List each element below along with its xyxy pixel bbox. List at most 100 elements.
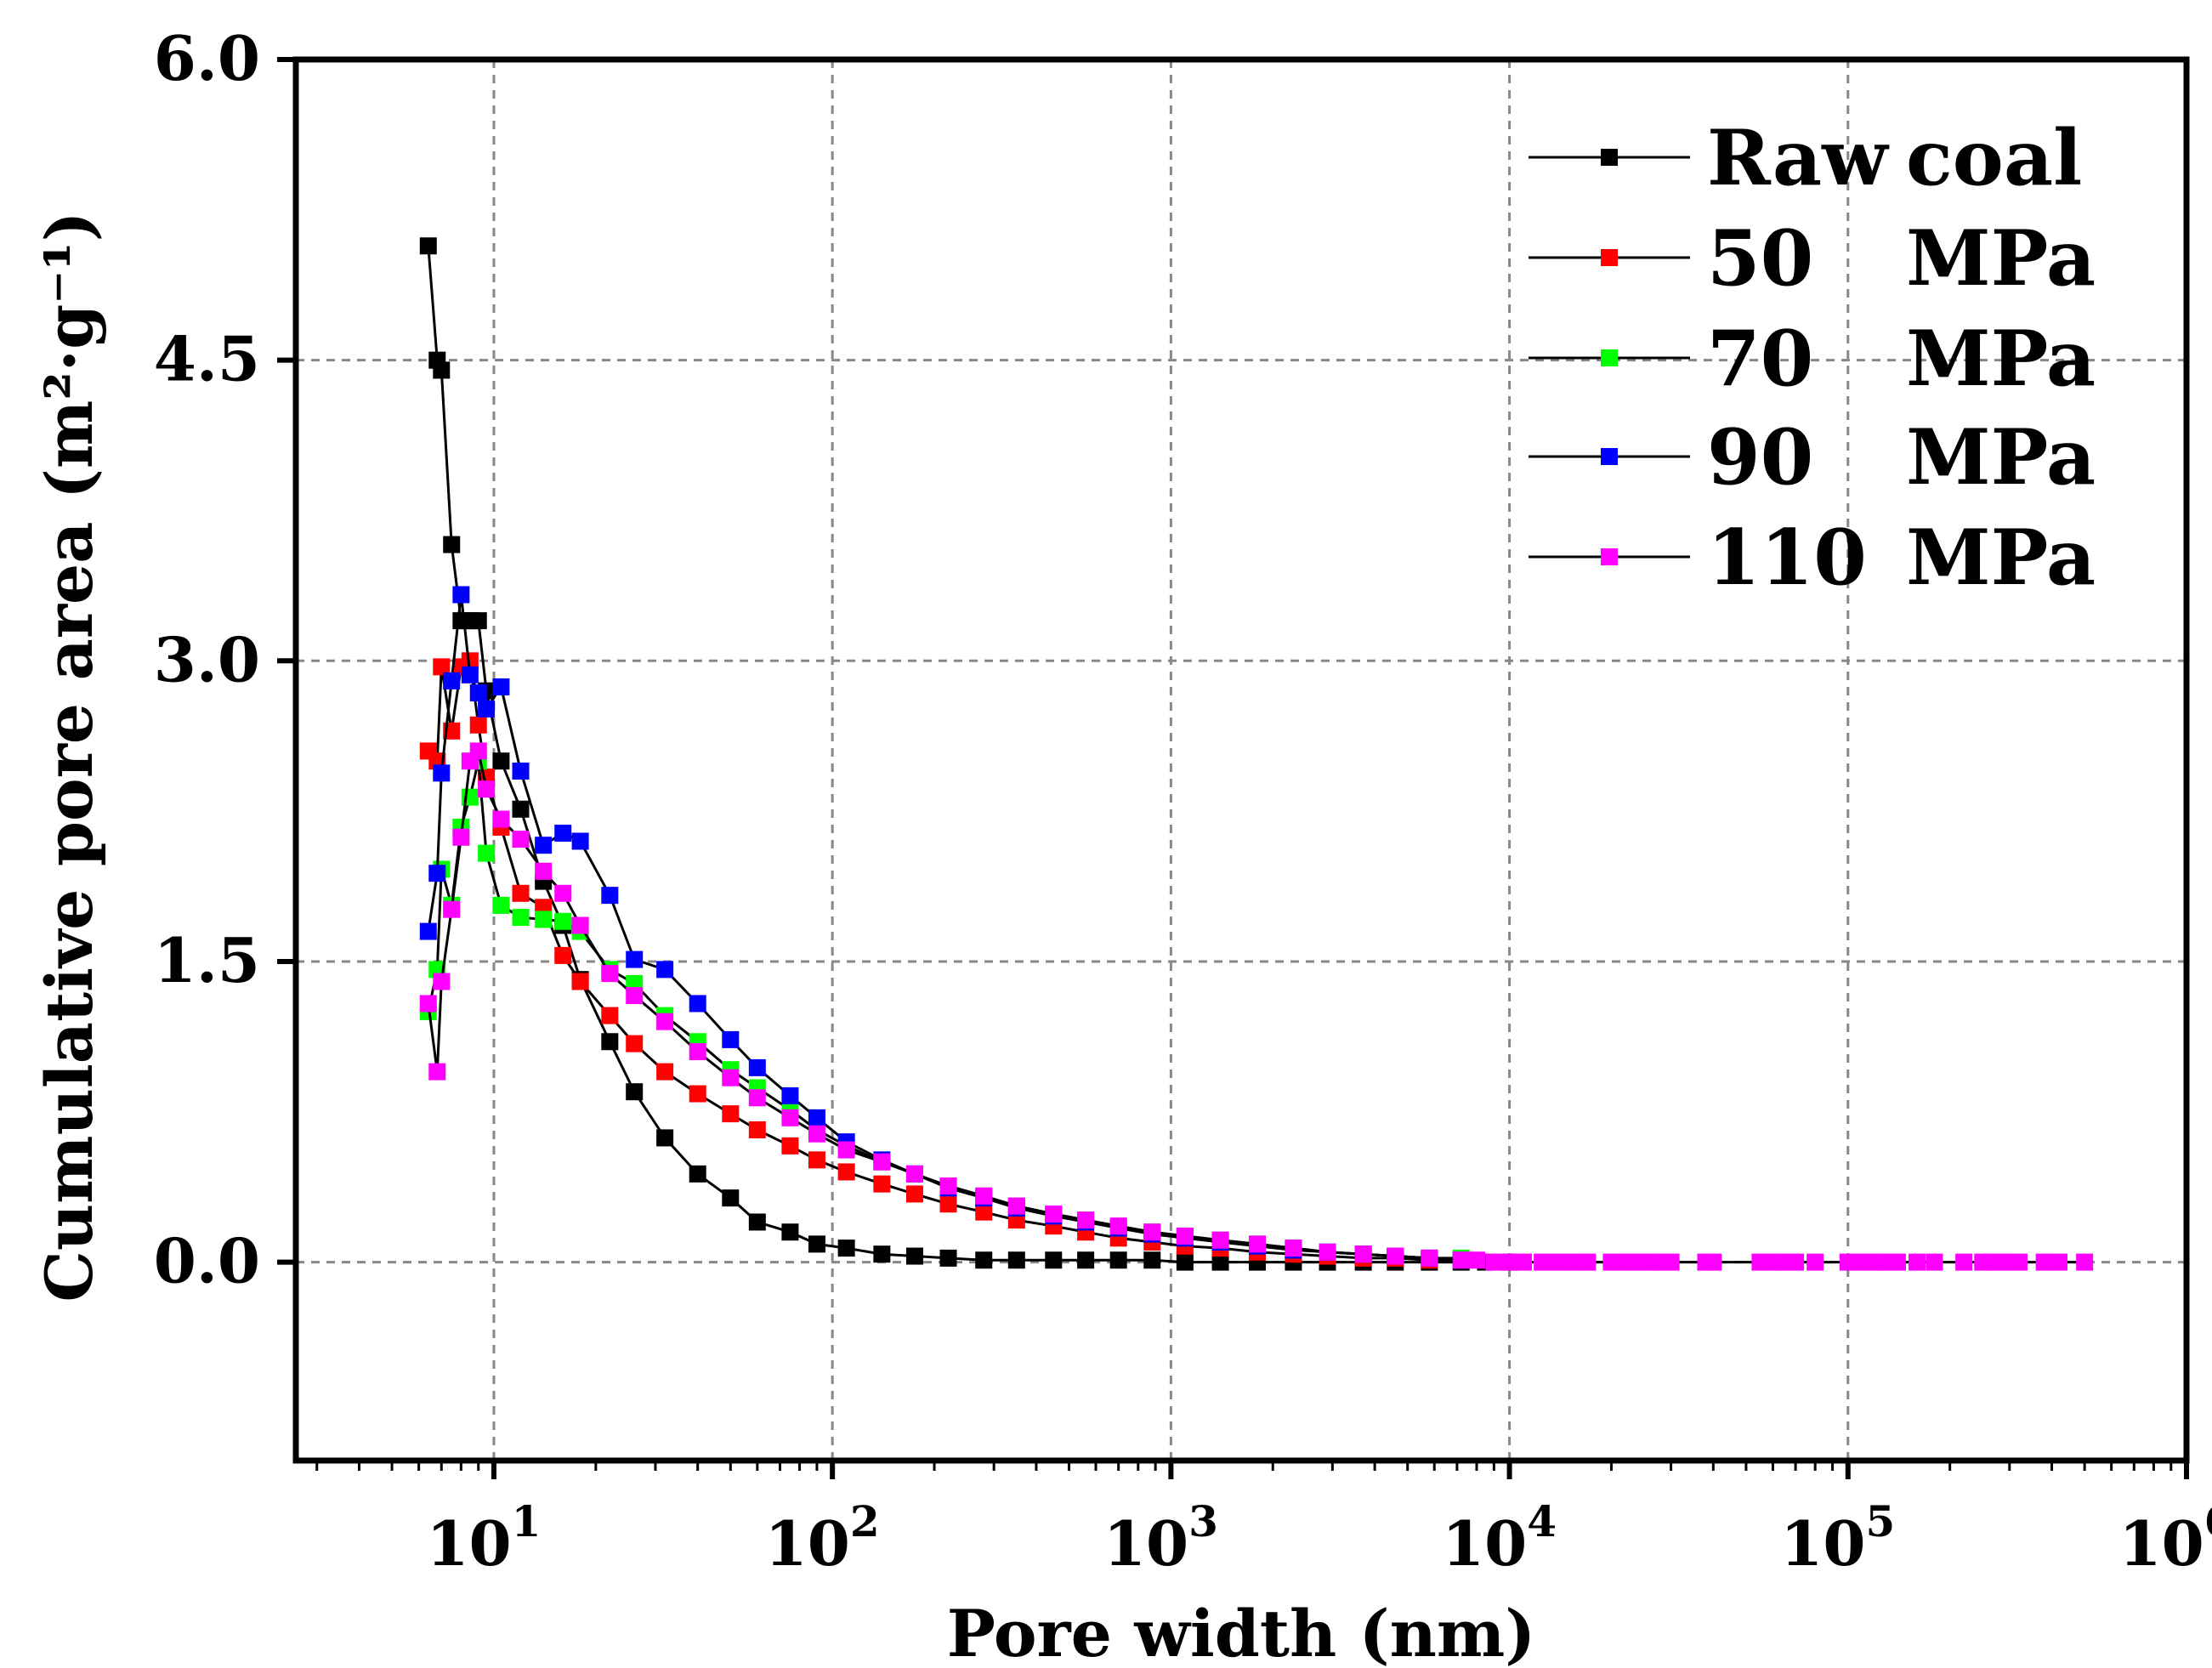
data-point [2010,1253,2028,1271]
ticks [277,57,2189,1479]
data-point [1662,1253,1680,1271]
data-point [554,946,572,964]
data-point [626,1083,644,1101]
data-point [905,1247,923,1265]
legend-series-unit: MPa [1906,213,2096,304]
x-tick-base: 10 [2119,1507,2204,1580]
x-tick-base: 10 [765,1507,850,1580]
data-point [1909,1253,1926,1271]
data-point [1806,1253,1824,1271]
y-tick-label: 3.0 [154,623,260,695]
data-point [571,916,589,934]
data-point [512,831,530,848]
data-point [1176,1227,1194,1245]
data-point [1616,1253,1634,1271]
data-point [601,887,619,905]
data-point [1387,1247,1404,1265]
data-point [626,987,644,1005]
data-point [1354,1245,1372,1263]
data-point [428,1063,446,1081]
data-point [419,995,437,1013]
x-tick-exponent: 5 [1865,1496,1895,1546]
x-tick-label: 102 [765,1496,880,1580]
data-point [656,1063,674,1081]
plot-frame [292,56,2190,1464]
data-point [554,884,572,902]
data-point [512,884,530,902]
legend-series-label: 70 [1707,314,1813,404]
data-point [492,752,510,770]
data-point [837,1163,855,1181]
data-point [808,1125,825,1143]
data-point [1550,1253,1568,1271]
data-point [1143,1223,1161,1241]
data-point [1319,1243,1336,1261]
legend-item: 70 MPa [1529,314,2096,404]
data-point [478,700,496,718]
x-tick-base: 10 [1442,1507,1527,1580]
data-point [461,652,479,670]
data-point [722,1030,740,1048]
data-point [748,1213,766,1231]
x-tick-base: 10 [1103,1507,1188,1580]
data-point [535,862,553,880]
legend-marker [1601,149,1618,166]
data-point [1888,1253,1906,1271]
data-point [443,672,461,689]
data-point [689,1043,706,1061]
data-point [571,832,589,850]
data-point [1045,1206,1063,1223]
data-point [656,961,674,979]
legend-item: 110 MPa [1529,513,2096,603]
data-point [722,1189,740,1207]
x-tick-labels: 101102103104105106 [426,1496,2212,1580]
data-point [722,1105,740,1123]
data-point [469,716,487,734]
data-point [656,1013,674,1030]
legend-series-label: 90 [1707,412,1813,502]
data-point [1485,1253,1503,1271]
legend-item: 90 MPa [1529,412,2096,502]
data-point [1500,1253,1518,1271]
data-point [512,762,530,780]
data-point [1515,1253,1533,1271]
legend-series-label: Raw [1707,113,1890,203]
legend-series-unit: MPa [1906,412,2096,502]
data-point [905,1165,923,1183]
data-point [905,1185,923,1203]
y-tick-label: 1.5 [154,924,260,996]
data-point [433,658,451,676]
data-point [656,1129,674,1147]
data-point [837,1141,855,1159]
data-point [419,237,437,255]
legend-marker [1601,349,1618,366]
data-point [781,1223,799,1241]
data-point [492,896,510,914]
data-point [1285,1240,1302,1257]
data-point [1926,1253,1943,1271]
data-point [1421,1249,1438,1267]
x-tick-base: 10 [426,1507,511,1580]
legend-marker [1601,548,1618,565]
data-point [433,764,451,782]
data-point [452,828,470,846]
x-tick-base: 10 [1780,1507,1865,1580]
data-point [781,1086,799,1104]
data-point [873,1245,891,1263]
legend-series-label: 110 [1707,513,1867,603]
y-tick-label: 0.0 [154,1225,260,1297]
data-point [1534,1253,1551,1271]
data-point [433,361,451,379]
data-point [554,912,572,930]
data-point [1751,1253,1769,1271]
data-point [452,586,470,604]
legend-series-unit: MPa [1906,314,2096,404]
x-tick-label: 103 [1103,1496,1218,1580]
y-tick-label: 4.5 [154,323,260,395]
x-tick-label: 104 [1442,1496,1557,1580]
data-point [469,742,487,760]
data-point [1995,1253,2013,1271]
data-point [975,1251,993,1269]
x-tick-exponent: 2 [850,1496,880,1546]
